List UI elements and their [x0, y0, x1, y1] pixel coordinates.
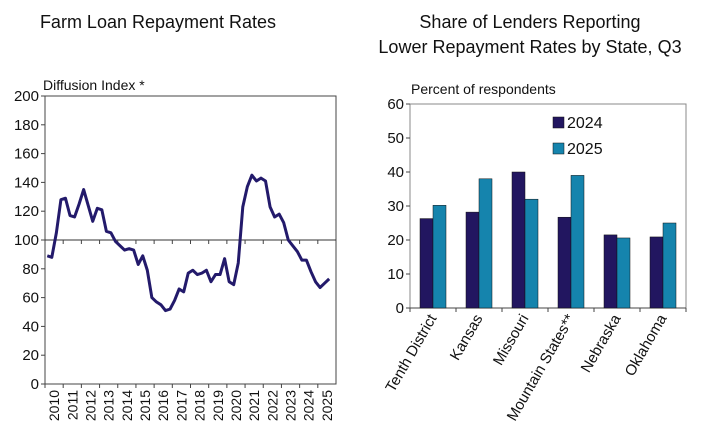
x-tick-label: 2017 — [173, 390, 189, 421]
bar-2025 — [524, 198, 539, 309]
x-tick-label: 2016 — [155, 390, 171, 421]
x-tick-label: 2023 — [283, 390, 299, 421]
bar-2024 — [603, 234, 618, 309]
x-tick-label: Missouri — [490, 312, 533, 369]
left-chart-title: Farm Loan Repayment Rates — [40, 12, 276, 32]
y-tick-label: 200 — [14, 88, 39, 105]
bar-2024 — [465, 211, 480, 309]
x-tick-label: Tenth District — [382, 311, 440, 395]
x-tick-label: 2024 — [301, 390, 317, 421]
y-tick-label: 100 — [14, 232, 39, 249]
bar-2024 — [649, 236, 664, 309]
x-tick-label: 2013 — [101, 390, 117, 421]
y-tick-label: 80 — [22, 261, 39, 278]
x-tick-label: Kansas — [447, 312, 487, 364]
y-tick-label: 40 — [387, 164, 404, 181]
bar-2025 — [570, 175, 585, 309]
legend-label: 2025 — [567, 141, 603, 158]
y-tick-label: 120 — [14, 203, 39, 220]
x-tick-label: 2021 — [246, 390, 262, 421]
x-tick-label: 2014 — [119, 390, 135, 421]
x-tick-label: 2025 — [319, 390, 335, 421]
bar-2025 — [478, 178, 493, 309]
legend-swatch-2025 — [552, 142, 565, 155]
y-tick-label: 0 — [396, 300, 404, 317]
x-tick-label: 2022 — [264, 390, 280, 421]
y-tick-label: 40 — [22, 318, 39, 335]
y-tick-label: 20 — [387, 232, 404, 249]
y-tick-label: 160 — [14, 146, 39, 163]
left-y-label: Diffusion Index * — [43, 77, 145, 93]
right-chart-title-line2: Lower Repayment Rates by State, Q3 — [378, 37, 681, 57]
x-tick-label: 2015 — [137, 390, 153, 421]
y-tick-label: 20 — [22, 347, 39, 364]
y-tick-label: 60 — [22, 290, 39, 307]
x-tick-label: 2010 — [46, 390, 62, 421]
legend-swatch-2024 — [552, 116, 565, 129]
x-tick-label: 2012 — [82, 390, 98, 421]
bar-2024 — [557, 216, 572, 309]
legend-label: 2024 — [567, 115, 603, 132]
y-tick-label: 50 — [387, 130, 404, 147]
y-tick-label: 180 — [14, 117, 39, 134]
y-tick-label: 140 — [14, 174, 39, 191]
y-tick-label: 30 — [387, 198, 404, 215]
bar-2025 — [616, 237, 631, 309]
x-tick-label: 2018 — [192, 390, 208, 421]
right-chart-title-line1: Share of Lenders Reporting — [419, 12, 640, 32]
x-tick-label: 2019 — [210, 390, 226, 421]
y-tick-label: 0 — [31, 376, 39, 393]
plot-frame — [409, 103, 687, 309]
x-tick-label: 2011 — [64, 390, 80, 420]
x-tick-label: Nebraska — [578, 311, 625, 376]
bar-2024 — [511, 171, 526, 309]
x-tick-label: Oklahoma — [622, 311, 671, 379]
repayment-index-line — [46, 173, 331, 313]
right-y-label: Percent of respondents — [411, 81, 556, 97]
bar-2025 — [432, 205, 447, 309]
right-chart: 0 10 20 30 40 50 60 Tenth District Kansas Missour… — [382, 96, 687, 424]
x-tick-label: 2020 — [228, 390, 244, 421]
bar-2024 — [419, 218, 434, 309]
y-tick-label: 60 — [387, 96, 404, 113]
y-tick-label: 10 — [387, 266, 404, 283]
bar-2025 — [662, 222, 677, 309]
